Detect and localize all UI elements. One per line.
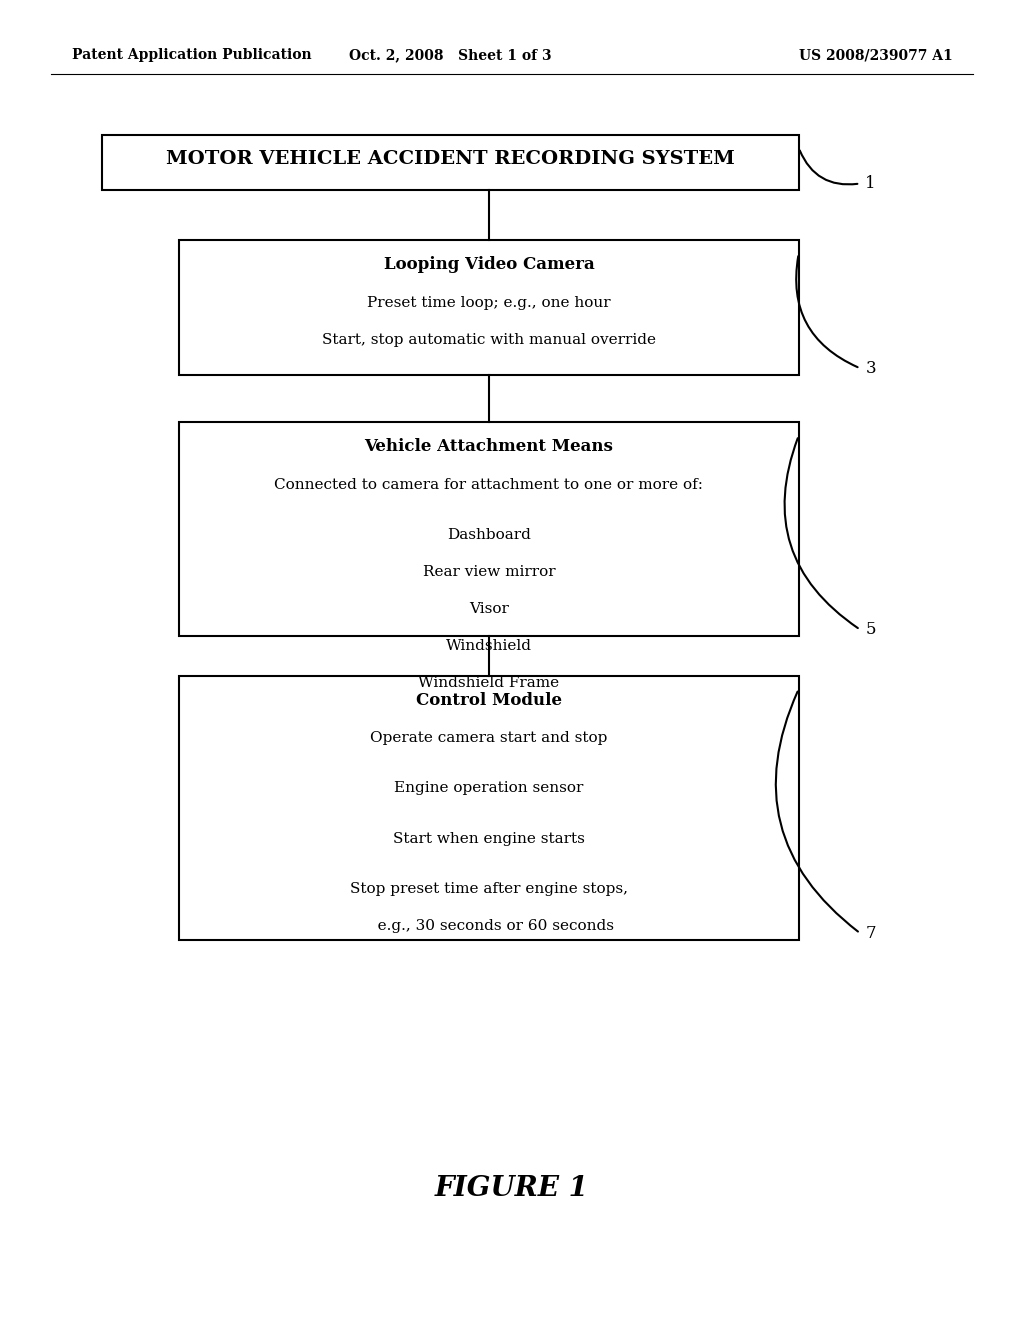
Bar bbox=[102, 135, 799, 190]
Text: Preset time loop; e.g., one hour: Preset time loop; e.g., one hour bbox=[368, 296, 610, 310]
Text: 3: 3 bbox=[865, 360, 876, 376]
Text: Start, stop automatic with manual override: Start, stop automatic with manual overri… bbox=[322, 333, 656, 347]
Text: MOTOR VEHICLE ACCIDENT RECORDING SYSTEM: MOTOR VEHICLE ACCIDENT RECORDING SYSTEM bbox=[166, 150, 735, 169]
Text: Connected to camera for attachment to one or more of:: Connected to camera for attachment to on… bbox=[274, 478, 703, 492]
Text: e.g., 30 seconds or 60 seconds: e.g., 30 seconds or 60 seconds bbox=[364, 919, 614, 933]
Text: Stop preset time after engine stops,: Stop preset time after engine stops, bbox=[350, 882, 628, 896]
Text: Control Module: Control Module bbox=[416, 692, 562, 709]
Text: 5: 5 bbox=[865, 622, 876, 638]
Text: Windshield: Windshield bbox=[446, 639, 531, 653]
Text: FIGURE 1: FIGURE 1 bbox=[435, 1175, 589, 1201]
Text: Dashboard: Dashboard bbox=[447, 528, 530, 543]
Text: 1: 1 bbox=[865, 176, 876, 191]
Text: Start when engine starts: Start when engine starts bbox=[393, 832, 585, 846]
Text: Patent Application Publication: Patent Application Publication bbox=[72, 49, 311, 62]
Text: Visor: Visor bbox=[469, 602, 509, 616]
Text: Rear view mirror: Rear view mirror bbox=[423, 565, 555, 579]
Text: US 2008/239077 A1: US 2008/239077 A1 bbox=[799, 49, 952, 62]
Text: 7: 7 bbox=[865, 925, 876, 941]
Text: Operate camera start and stop: Operate camera start and stop bbox=[371, 731, 607, 746]
Bar bbox=[179, 240, 799, 375]
Text: Vehicle Attachment Means: Vehicle Attachment Means bbox=[365, 438, 613, 455]
Text: Looping Video Camera: Looping Video Camera bbox=[384, 256, 594, 273]
Text: Oct. 2, 2008   Sheet 1 of 3: Oct. 2, 2008 Sheet 1 of 3 bbox=[349, 49, 552, 62]
Bar bbox=[179, 422, 799, 636]
Text: Windshield Frame: Windshield Frame bbox=[419, 676, 559, 690]
Bar bbox=[179, 676, 799, 940]
Text: Engine operation sensor: Engine operation sensor bbox=[394, 781, 584, 796]
